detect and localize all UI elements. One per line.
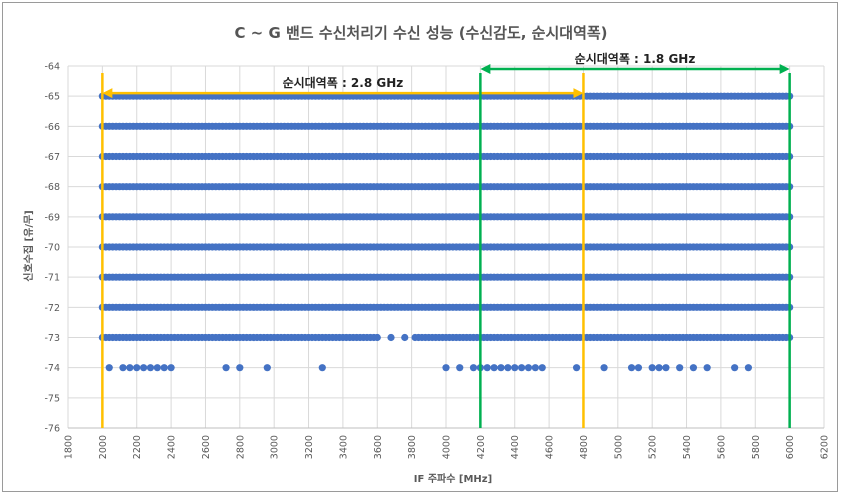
x-tick-label: 5800 [751,435,762,459]
data-point [627,364,636,372]
bandwidth-arrowhead [573,88,584,99]
x-axis-label: IF 주파수 [MHz] [414,472,492,485]
chart-title: C ~ G 밴드 수신처리기 수신 성능 (수신감도, 순시대역폭) [234,24,607,42]
data-point [572,364,581,372]
data-point [524,364,533,372]
data-point [490,364,498,372]
x-tick-label: 2400 [167,435,178,459]
data-point [119,364,127,372]
data-point [662,364,670,372]
y-tick-label: -67 [44,152,60,163]
data-point [263,364,271,372]
y-tick-label: -73 [44,333,60,344]
data-point [153,364,161,372]
data-point [469,364,478,372]
bandwidth-annotations: 순시대역폭 : 2.8 GHz 순시대역폭 : 1.8 GHz [101,51,791,428]
data-point [676,364,684,372]
x-tick-label: 5400 [682,435,693,459]
data-points [98,92,794,372]
data-point [483,364,491,372]
data-point [538,364,546,372]
y-tick-label: -64 [44,62,60,73]
data-point [387,333,395,342]
y-tick-label: -71 [44,273,60,284]
bandwidth-label: 순시대역폭 : 1.8 GHz [575,51,696,66]
data-point [442,364,450,372]
data-point [497,364,505,372]
data-point [146,364,155,372]
data-point [373,333,381,342]
x-tick-label: 1800 [64,435,75,459]
data-point [655,364,663,372]
data-point [456,364,464,372]
bandwidth-arrowhead [779,64,790,75]
data-point [401,333,409,342]
bandwidth-label: 순시대역폭 : 2.8 GHz [283,75,404,90]
y-tick-label: -66 [44,122,60,133]
x-tick-labels: 1800 2000 2200 2400 2600 2800 3000 3200 3400 3600… [64,435,831,459]
data-point [105,364,113,372]
x-tick-label: 5000 [613,435,624,459]
data-point [160,364,168,372]
y-tick-label: -69 [44,212,60,223]
x-tick-label: 2000 [98,435,109,459]
y-tick-label: -74 [44,363,60,374]
data-point [511,364,519,372]
x-tick-label: 5200 [648,435,659,459]
y-tick-labels: -64 -65 -66 -67 -68 -69 -70 -71 -72 -73 -74 -75 -76 [44,62,60,435]
x-tick-label: 4000 [442,435,453,459]
x-tick-label: 3000 [270,435,281,459]
data-point [167,364,175,372]
y-axis-label: 신호수집 [유/무] [22,210,35,281]
x-tick-label: 6000 [785,435,796,459]
x-tick-label: 3800 [407,435,418,459]
x-tick-label: 3200 [304,435,315,459]
data-point [731,364,739,372]
x-tick-label: 4200 [476,435,487,459]
data-point [648,364,656,372]
x-tick-label: 3600 [373,435,384,459]
bandwidth-arrowhead [102,88,113,99]
x-tick-label: 6200 [820,435,831,459]
y-tick-label: -70 [44,243,60,254]
data-point [531,364,539,372]
data-point [140,364,148,372]
data-point [222,364,230,372]
data-point [518,364,526,372]
y-tick-label: -75 [44,393,60,404]
y-tick-label: -68 [44,182,60,193]
x-tick-label: 4400 [510,435,521,459]
data-point [744,364,753,372]
data-point [126,364,134,372]
x-tick-label: 2200 [132,435,143,459]
x-tick-label: 4600 [545,435,556,459]
y-tick-label: -76 [44,424,60,435]
data-point [600,364,608,372]
data-point [634,364,643,372]
x-tick-label: 5600 [716,435,727,459]
x-tick-label: 2600 [201,435,212,459]
data-point [703,364,711,372]
bandwidth-arrowhead [480,64,491,75]
data-point [133,364,141,372]
data-point [318,364,326,372]
y-tick-label: -72 [44,303,60,314]
x-tick-label: 2800 [235,435,246,459]
data-point [504,364,512,372]
data-point [689,364,698,372]
x-tick-label: 4800 [579,435,590,459]
data-point [236,364,244,372]
x-tick-label: 3400 [338,435,349,459]
y-tick-label: -65 [44,92,60,103]
